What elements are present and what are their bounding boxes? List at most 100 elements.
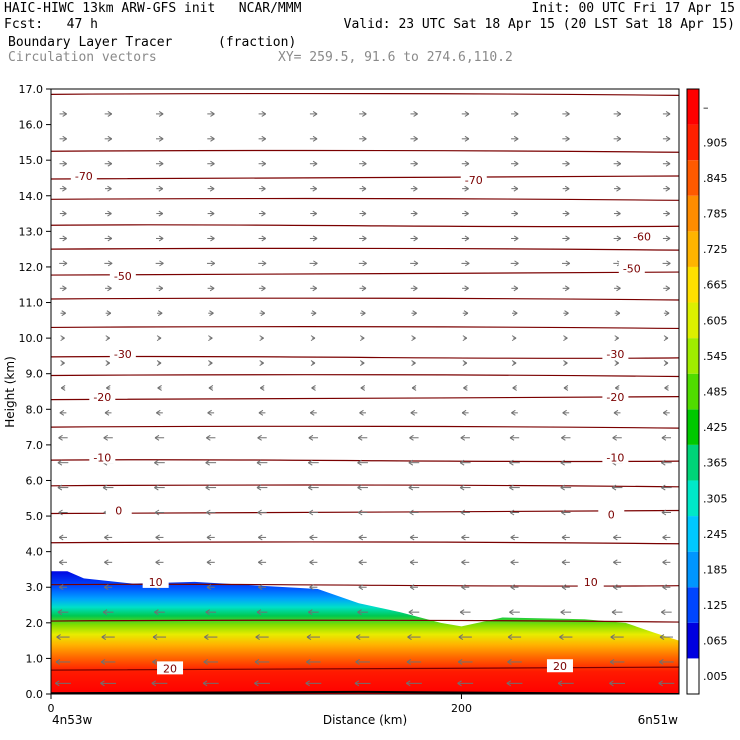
circulation-vector (105, 285, 112, 292)
circulation-vector (614, 335, 619, 342)
colorbar-label: .305 (703, 492, 728, 505)
circulation-vector (663, 360, 669, 366)
circulation-vector (510, 559, 519, 566)
circulation-vector (506, 680, 523, 687)
isotherm-line (51, 355, 679, 359)
circulation-vector (156, 409, 163, 416)
circulation-vector (309, 584, 318, 591)
circulation-vector (310, 185, 317, 192)
circulation-vector (355, 634, 370, 640)
circulation-vector (359, 235, 367, 242)
circulation-vector (461, 584, 470, 591)
isotherm-line (51, 425, 679, 429)
colorbar-swatch (687, 480, 699, 517)
isotherm-label: -70 (75, 170, 93, 183)
circulation-vector (509, 609, 520, 616)
circulation-vector (562, 185, 570, 192)
circulation-vector (658, 680, 675, 687)
circulation-vector (305, 680, 322, 687)
circulation-vector (56, 634, 70, 640)
circulation-vector (359, 335, 365, 342)
y-tick-label: 15.0 (19, 154, 44, 167)
circulation-vector (206, 584, 215, 591)
circulation-vector (613, 135, 622, 142)
circulation-vector (358, 584, 367, 591)
colorbar-swatch (687, 124, 699, 161)
circulation-vector (507, 659, 522, 665)
circulation-vector (562, 260, 571, 267)
isotherm-label-bg (577, 574, 604, 588)
circulation-vector (311, 385, 316, 391)
circulation-vector (154, 609, 165, 616)
colorbar-swatch (687, 302, 699, 339)
colorbar-swatch (687, 587, 699, 623)
circulation-vector (662, 235, 671, 242)
y-tick-label: 16.0 (19, 119, 44, 132)
circulation-vector (59, 260, 68, 267)
circulation-vector (100, 680, 117, 687)
circulation-vector (561, 559, 570, 566)
isotherm-label: -50 (114, 270, 132, 283)
circulation-vector (309, 235, 318, 242)
isotherm-label-bg (109, 347, 136, 361)
circulation-vector (357, 434, 368, 441)
isotherm-label: 10 (584, 576, 598, 589)
colorbar-label: .845 (703, 172, 728, 185)
circulation-vector (59, 235, 67, 242)
circulation-vector (206, 260, 216, 267)
circulation-vector (306, 634, 320, 640)
circulation-vector (559, 634, 573, 640)
circulation-vector (104, 260, 113, 267)
circulation-vector (155, 135, 164, 142)
circulation-vector (511, 185, 519, 192)
circulation-vector (611, 609, 623, 616)
init-time: Init: 00 UTC Fri 17 Apr 15 (531, 1, 736, 16)
circulation-vector (306, 659, 321, 665)
circulation-vector (208, 335, 213, 342)
isotherm-line (51, 175, 679, 180)
circulation-vector (661, 509, 672, 516)
circulation-vector (562, 135, 570, 142)
circulation-vector (55, 680, 71, 687)
isotherm-label: -20 (606, 391, 624, 404)
circulation-vector (254, 659, 270, 665)
circulation-vector (259, 385, 265, 391)
circulation-vector (207, 210, 215, 217)
isotherm-label: -50 (623, 263, 641, 276)
circulation-vector (662, 559, 671, 566)
circulation-vector (207, 110, 215, 117)
circulation-vector (662, 260, 671, 267)
circulation-vector (410, 235, 418, 242)
colorbar-label: .785 (703, 208, 728, 221)
circulation-vector (561, 509, 571, 516)
circulation-vector (411, 385, 417, 391)
circulation-vector (561, 534, 570, 541)
circulation-vector (409, 559, 418, 566)
colorbar-label: .485 (703, 386, 728, 399)
circulation-vector (411, 360, 416, 366)
circulation-vector (358, 559, 367, 566)
circulation-vector (203, 659, 219, 665)
circulation-vector (105, 360, 111, 366)
circulation-vector (308, 459, 319, 466)
circulation-vector (154, 434, 165, 441)
circulation-vector (560, 609, 572, 616)
isotherm-line (51, 459, 679, 463)
isotherm-label-bg (109, 268, 136, 282)
circulation-vector (509, 484, 520, 491)
circulation-vector (512, 310, 518, 317)
circulation-vector (259, 360, 264, 366)
circulation-vector (461, 559, 470, 566)
circulation-vector (460, 434, 470, 441)
circulation-vector (661, 434, 672, 441)
circulation-vector (662, 534, 671, 541)
circulation-vector (562, 409, 570, 416)
circulation-vector (410, 185, 418, 192)
isotherm-label-bg (89, 389, 116, 403)
y-tick-label: 11.0 (19, 297, 44, 310)
circulation-vector (258, 110, 267, 117)
circulation-vector (611, 484, 623, 491)
x-end-location: 6n51w (638, 713, 679, 727)
circulation-vector (104, 235, 113, 242)
